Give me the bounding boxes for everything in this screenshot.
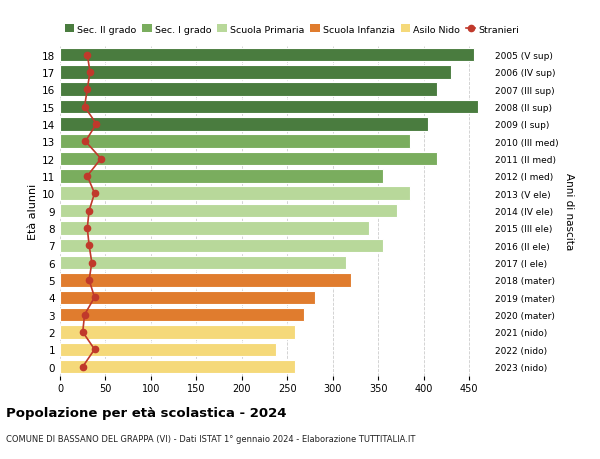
Bar: [60, 170, 383, 183]
Bar: [60, 325, 295, 339]
Bar: [60, 101, 478, 114]
Bar: [60, 343, 277, 356]
Text: Popolazione per età scolastica - 2024: Popolazione per età scolastica - 2024: [6, 406, 287, 419]
Y-axis label: Età alunni: Età alunni: [28, 183, 38, 239]
Bar: [60, 360, 295, 374]
Bar: [60, 239, 383, 252]
Bar: [60, 152, 437, 166]
Bar: [60, 118, 428, 131]
Bar: [60, 187, 410, 201]
Bar: [60, 256, 346, 270]
Y-axis label: Anni di nascita: Anni di nascita: [564, 173, 574, 250]
Bar: [60, 204, 397, 218]
Bar: [60, 83, 437, 97]
Bar: [60, 135, 410, 149]
Legend: Sec. II grado, Sec. I grado, Scuola Primaria, Scuola Infanzia, Asilo Nido, Stran: Sec. II grado, Sec. I grado, Scuola Prim…: [65, 25, 520, 34]
Bar: [60, 49, 474, 62]
Text: COMUNE DI BASSANO DEL GRAPPA (VI) - Dati ISTAT 1° gennaio 2024 - Elaborazione TU: COMUNE DI BASSANO DEL GRAPPA (VI) - Dati…: [6, 434, 415, 443]
Bar: [60, 308, 304, 322]
Bar: [60, 291, 314, 304]
Bar: [60, 274, 351, 287]
Bar: [60, 66, 451, 79]
Bar: [60, 222, 369, 235]
